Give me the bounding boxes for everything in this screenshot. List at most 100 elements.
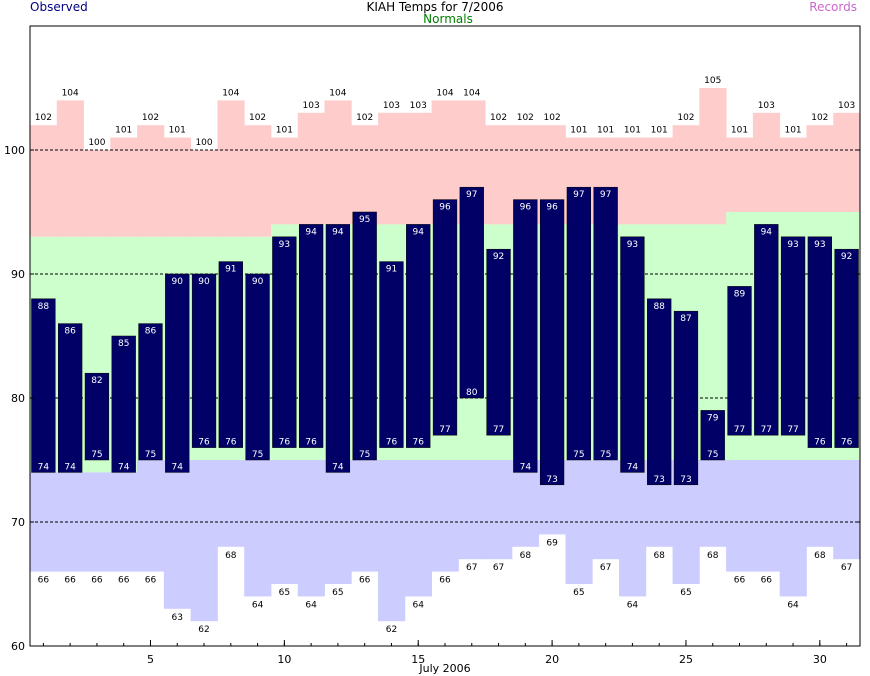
record-high-label: 102: [517, 113, 534, 123]
record-high-label: 103: [383, 101, 400, 111]
record-high-band: [404, 112, 433, 225]
y-tick-label: 90: [11, 268, 25, 281]
record-high-band: [324, 100, 352, 225]
observed-bar: [459, 186, 484, 399]
record-low-band: [217, 460, 245, 547]
observed-bar: [432, 199, 458, 436]
record-high-label: 104: [222, 88, 239, 98]
record-high-label: 101: [570, 126, 587, 136]
observed-bar: [352, 211, 377, 461]
record-high-label: 101: [597, 126, 614, 136]
record-low-label: 68: [225, 551, 237, 561]
record-low-label: 62: [198, 625, 209, 635]
observed-bar: [566, 186, 592, 461]
record-high-band: [645, 137, 673, 225]
record-low-label: 66: [64, 576, 76, 586]
observed-low-label: 76: [412, 438, 424, 448]
record-high-band: [806, 125, 834, 212]
observed-bar: [620, 236, 645, 473]
observed-low-label: 75: [359, 450, 370, 460]
record-low-band: [752, 460, 781, 572]
record-low-band: [833, 460, 861, 560]
record-low-label: 66: [145, 576, 157, 586]
x-tick-label: 20: [545, 653, 559, 666]
observed-low-label: 76: [305, 438, 317, 448]
record-low-label: 68: [707, 551, 719, 561]
record-high-label: 103: [303, 101, 320, 111]
observed-low-label: 74: [520, 462, 532, 472]
record-low-label: 66: [91, 576, 103, 586]
observed-low-label: 74: [64, 462, 76, 472]
observed-bar: [138, 323, 163, 461]
observed-bar: [272, 236, 297, 448]
observed-high-label: 91: [225, 265, 236, 275]
observed-bar: [165, 273, 190, 473]
x-tick-label: 5: [147, 653, 154, 666]
record-low-label: 65: [279, 588, 290, 598]
observed-low-label: 77: [761, 425, 772, 435]
legend-records: Records: [809, 0, 857, 14]
observed-bar: [379, 261, 404, 448]
record-high-band: [779, 137, 807, 212]
record-low-band: [431, 460, 459, 572]
record-low-label: 65: [680, 588, 691, 598]
observed-low-label: 73: [546, 475, 557, 485]
observed-high-label: 92: [841, 252, 852, 262]
record-high-band: [190, 150, 218, 237]
record-high-label: 101: [651, 126, 668, 136]
record-high-band: [833, 112, 861, 212]
record-high-label: 102: [35, 113, 52, 123]
observed-bar: [834, 248, 859, 448]
observed-low-label: 74: [627, 462, 639, 472]
observed-high-label: 96: [546, 203, 558, 213]
record-low-band: [137, 460, 165, 572]
observed-bar: [754, 224, 779, 436]
axes-layer: 60 70 80 90 100 5 10 15 20 25 30: [4, 25, 861, 666]
record-high-label: 104: [62, 88, 79, 98]
x-tick-label: 15: [411, 653, 425, 666]
record-high-label: 100: [88, 138, 105, 148]
observed-bar: [298, 224, 324, 448]
record-high-label: 101: [624, 126, 641, 136]
observed-bar: [111, 335, 136, 473]
record-low-label: 65: [573, 588, 584, 598]
observed-bar: [218, 261, 243, 448]
record-low-label: 67: [600, 563, 611, 573]
record-low-label: 64: [252, 600, 264, 610]
record-high-label: 100: [195, 138, 212, 148]
record-low-label: 68: [814, 551, 826, 561]
observed-low-label: 74: [332, 462, 344, 472]
record-low-band: [726, 460, 754, 572]
record-low-label: 66: [761, 576, 773, 586]
record-low-label: 63: [172, 613, 183, 623]
observed-low-label: 76: [198, 438, 210, 448]
observed-high-label: 91: [386, 265, 397, 275]
record-low-label: 66: [734, 576, 746, 586]
x-tick-label: 10: [277, 653, 291, 666]
record-high-label: 101: [784, 126, 801, 136]
record-low-label: 66: [118, 576, 130, 586]
observed-bar: [406, 224, 431, 448]
record-high-band: [30, 125, 58, 237]
y-tick-label: 70: [11, 516, 25, 529]
observed-high-label: 88: [38, 302, 50, 312]
x-tick-label: 25: [679, 653, 693, 666]
observed-bar: [486, 248, 511, 436]
observed-bar: [84, 372, 110, 461]
observed-low-label: 76: [841, 438, 853, 448]
record-high-band: [83, 150, 111, 237]
record-high-band: [699, 88, 727, 225]
observed-high-label: 90: [172, 277, 184, 287]
observed-high-label: 93: [814, 240, 825, 250]
observed-low-label: 73: [653, 475, 664, 485]
record-low-band: [244, 460, 272, 597]
record-high-label: 102: [249, 113, 266, 123]
value-labels-layer: 88 74 102 66 86 74 104 66 82 75 100 66 85 74 101 66 86 75…: [35, 76, 855, 635]
observed-high-label: 88: [653, 302, 665, 312]
observed-bar: [673, 310, 699, 486]
y-tick-label: 100: [4, 144, 25, 157]
observed-low-label: 76: [225, 438, 237, 448]
observed-low-label: 76: [814, 438, 826, 448]
observed-bar: [700, 410, 725, 461]
record-high-band: [752, 112, 781, 212]
